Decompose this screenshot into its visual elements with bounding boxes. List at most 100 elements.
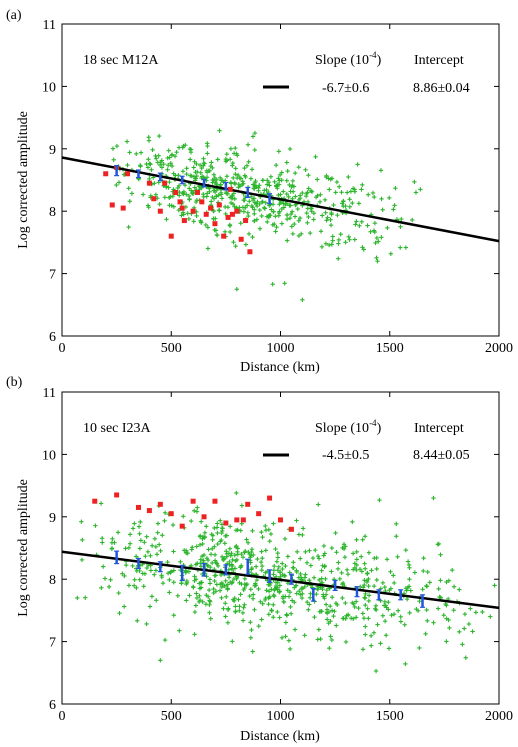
- scatter-point: [261, 205, 267, 210]
- scatter-point: [145, 165, 151, 170]
- red-point: [203, 211, 209, 217]
- scatter-point: [294, 518, 299, 523]
- scatter-point: [342, 555, 348, 560]
- scatter-point: [136, 524, 142, 529]
- scatter-point: [280, 566, 285, 572]
- scatter-point: [417, 598, 422, 604]
- scatter-point: [403, 547, 409, 553]
- scatter-point: [219, 595, 224, 601]
- scatter-point: [179, 213, 184, 218]
- y-tick-label: 9: [49, 143, 56, 158]
- scatter-point: [343, 600, 348, 606]
- scatter-point: [245, 540, 251, 545]
- scatter-point: [126, 545, 132, 550]
- scatter-point: [238, 528, 243, 533]
- scatter-point: [168, 161, 173, 166]
- red-point: [179, 523, 185, 529]
- scatter-point: [378, 168, 384, 173]
- scatter-point: [252, 211, 257, 217]
- red-point: [278, 517, 283, 523]
- scatter-point: [190, 584, 196, 590]
- intercept-value: 8.44±0.05: [413, 448, 470, 463]
- scatter-point: [363, 591, 368, 597]
- scatter-point: [192, 609, 198, 615]
- scatter-point: [272, 594, 277, 599]
- scatter-point: [215, 157, 220, 162]
- scatter-point: [324, 617, 330, 622]
- scatter-point: [200, 536, 205, 541]
- binned-mean-errorbar: [114, 165, 120, 177]
- scatter-point: [181, 514, 186, 519]
- y-tick-label: 8: [49, 573, 56, 588]
- scatter-point: [398, 224, 403, 229]
- scatter-point: [306, 607, 311, 612]
- scatter-point: [333, 530, 338, 536]
- scatter-point: [142, 540, 147, 545]
- scatter-point: [124, 139, 130, 144]
- scatter-point: [362, 595, 367, 600]
- scatter-point: [208, 163, 214, 169]
- scatter-point: [218, 190, 224, 196]
- red-point: [247, 249, 253, 255]
- scatter-point: [449, 567, 455, 573]
- legend: 18 sec M12A Slope (10-4) Intercept -6.7±…: [83, 50, 470, 96]
- scatter-point: [287, 646, 293, 652]
- red-point: [234, 517, 240, 523]
- scatter-point: [201, 558, 206, 563]
- scatter-point: [398, 619, 404, 624]
- scatter-point: [350, 551, 356, 556]
- scatter-point: [300, 532, 305, 538]
- slope-value: -4.5±0.5: [322, 448, 369, 463]
- scatter-point: [354, 219, 359, 224]
- scatter-point: [209, 160, 214, 165]
- scatter-point: [278, 200, 284, 205]
- scatter-point: [240, 179, 245, 184]
- x-tick-label: 500: [161, 341, 182, 356]
- scatter-point: [290, 209, 295, 214]
- scatter-point: [211, 188, 216, 193]
- scatter-point: [364, 578, 370, 583]
- red-point: [109, 202, 115, 208]
- scatter-point: [214, 194, 219, 199]
- scatter-point: [226, 575, 232, 580]
- scatter-point: [205, 563, 211, 568]
- scatter-point: [307, 230, 313, 236]
- scatter-point: [309, 189, 315, 194]
- scatter-point: [271, 209, 276, 215]
- scatter-point: [354, 549, 359, 555]
- scatter-point: [277, 178, 282, 183]
- scatter-point: [253, 583, 259, 588]
- scatter-point: [209, 546, 215, 552]
- scatter-point: [208, 616, 213, 621]
- scatter-point: [200, 599, 205, 605]
- scatter-point: [180, 145, 185, 150]
- scatter-point: [404, 596, 410, 602]
- scatter-point: [462, 611, 468, 617]
- scatter-point: [167, 203, 172, 208]
- scatter-point: [235, 153, 240, 158]
- red-point: [146, 508, 152, 514]
- scatter-point: [260, 601, 265, 607]
- scatter-point: [193, 169, 198, 175]
- scatter-point: [203, 602, 209, 607]
- scatter-point: [253, 178, 258, 184]
- plot-area: [61, 490, 500, 674]
- scatter-point: [290, 196, 295, 202]
- y-axis-label: Log corrected amplitude: [16, 479, 31, 617]
- scatter-point: [132, 577, 137, 582]
- scatter-point: [132, 521, 137, 526]
- scatter-point: [284, 216, 290, 222]
- scatter-point: [300, 591, 305, 597]
- binned-mean-errorbar: [157, 172, 163, 182]
- scatter-point: [272, 179, 277, 185]
- scatter-point: [171, 613, 177, 618]
- scatter-point: [144, 565, 150, 571]
- scatter-point: [165, 155, 170, 161]
- scatter-point: [199, 165, 204, 171]
- scatter-point: [300, 526, 306, 531]
- scatter-point: [304, 599, 310, 605]
- scatter-point: [290, 189, 296, 194]
- scatter-point: [108, 577, 113, 583]
- scatter-point: [399, 216, 404, 222]
- scatter-point: [328, 634, 333, 639]
